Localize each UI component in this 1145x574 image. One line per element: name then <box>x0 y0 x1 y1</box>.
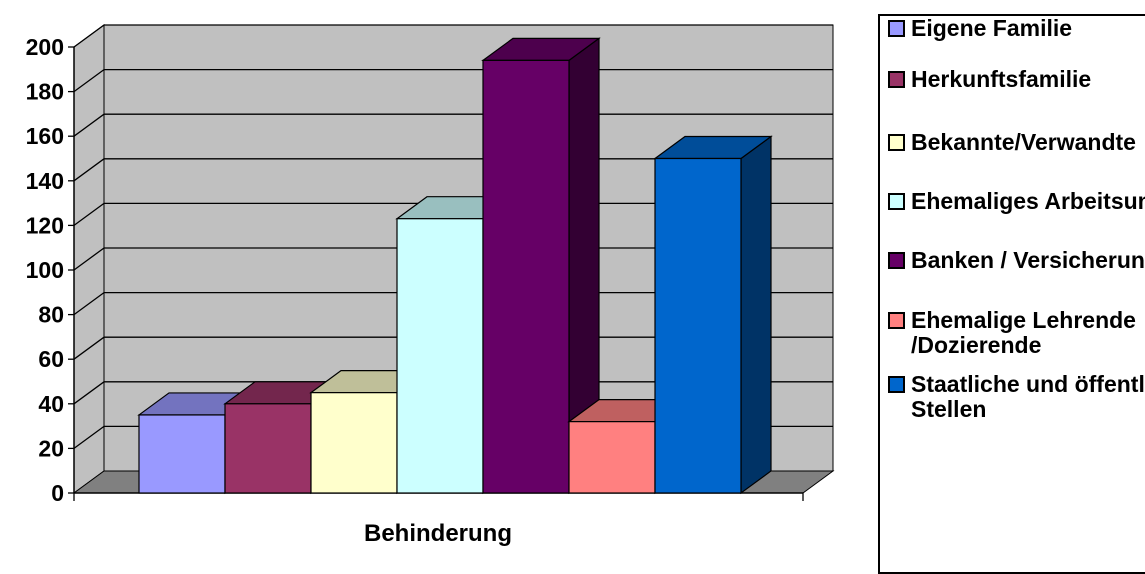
legend-label: Eigene Familie <box>911 15 1073 41</box>
legend-swatch <box>888 376 905 393</box>
y-tick-label: 60 <box>38 346 64 372</box>
bar <box>481 37 601 495</box>
legend-item: Staatliche und öffentliche Stellen <box>888 372 1145 422</box>
legend-label: Ehemaliges Arbeitsumfeld <box>911 188 1145 214</box>
legend-label: Bekannte/Verwandte <box>911 129 1136 155</box>
legend-label: Ehemalige Lehrende /Dozierende <box>911 307 1136 358</box>
y-tick-label: 140 <box>26 168 64 194</box>
legend-item: Herkunftsfamilie <box>888 67 1091 92</box>
y-tick-label: 40 <box>38 391 64 417</box>
chart-legend: Eigene Familie Herkunftsfamilie Bekannte/V… <box>878 14 1145 574</box>
y-tick-label: 20 <box>38 435 64 461</box>
legend-swatch <box>888 193 905 210</box>
bar <box>653 135 773 495</box>
y-tick-label: 120 <box>26 212 64 238</box>
legend-swatch <box>888 134 905 151</box>
y-axis-tick-labels: 0 20 40 60 80 100 120 140 160 180 200 <box>26 34 64 506</box>
legend-label: Herkunftsfamilie <box>911 66 1092 92</box>
y-tick-label: 0 <box>51 480 64 506</box>
legend-item: Ehemaliges Arbeitsumfeld <box>888 189 1145 214</box>
y-tick-label: 200 <box>26 34 64 60</box>
y-tick-label: 180 <box>26 79 64 105</box>
legend-label: Staatliche und öffentliche Stellen <box>911 371 1145 422</box>
legend-swatch <box>888 71 905 88</box>
y-tick-label: 100 <box>26 257 64 283</box>
legend-swatch <box>888 252 905 269</box>
gridline <box>73 24 833 48</box>
x-axis-label: Behinderung <box>364 520 512 547</box>
bar-chart: 0 20 40 60 80 100 120 140 160 180 200 Behinderung <box>26 24 835 547</box>
legend-swatch <box>888 20 905 37</box>
legend-label: Banken / Versicherungen <box>911 247 1145 273</box>
y-tick-label: 80 <box>38 302 64 328</box>
y-tick-label: 160 <box>26 123 64 149</box>
chart-bars <box>137 37 773 495</box>
legend-swatch <box>888 312 905 329</box>
legend-item: Bekannte/Verwandte <box>888 130 1136 155</box>
legend-item: Banken / Versicherungen <box>888 248 1145 273</box>
legend-item: Ehemalige Lehrende /Dozierende <box>888 308 1136 358</box>
legend-item: Eigene Familie <box>888 16 1072 41</box>
